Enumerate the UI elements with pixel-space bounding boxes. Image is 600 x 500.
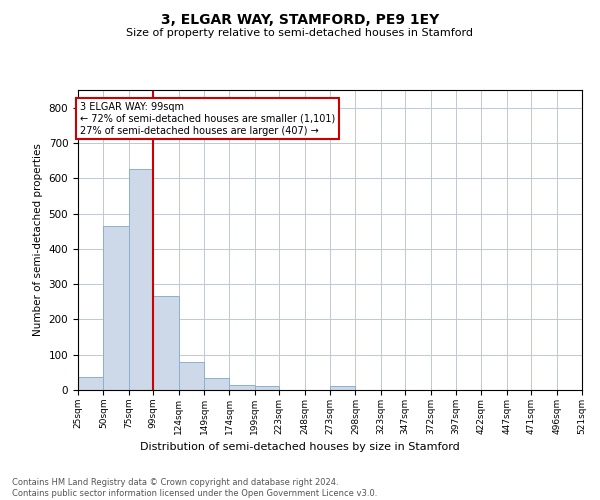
Bar	[78, 377, 103, 390]
Text: Distribution of semi-detached houses by size in Stamford: Distribution of semi-detached houses by …	[140, 442, 460, 452]
Text: Size of property relative to semi-detached houses in Stamford: Size of property relative to semi-detach…	[127, 28, 473, 38]
Text: 3 ELGAR WAY: 99sqm
← 72% of semi-detached houses are smaller (1,101)
27% of semi: 3 ELGAR WAY: 99sqm ← 72% of semi-detache…	[80, 102, 335, 136]
Bar	[103, 226, 129, 390]
Bar	[330, 386, 355, 390]
Bar	[179, 362, 204, 390]
Bar	[229, 384, 255, 390]
Bar	[204, 378, 229, 390]
Bar	[129, 170, 153, 390]
Y-axis label: Number of semi-detached properties: Number of semi-detached properties	[33, 144, 43, 336]
Bar	[255, 386, 279, 390]
Bar	[153, 296, 179, 390]
Text: Contains HM Land Registry data © Crown copyright and database right 2024.
Contai: Contains HM Land Registry data © Crown c…	[12, 478, 377, 498]
Text: 3, ELGAR WAY, STAMFORD, PE9 1EY: 3, ELGAR WAY, STAMFORD, PE9 1EY	[161, 12, 439, 26]
